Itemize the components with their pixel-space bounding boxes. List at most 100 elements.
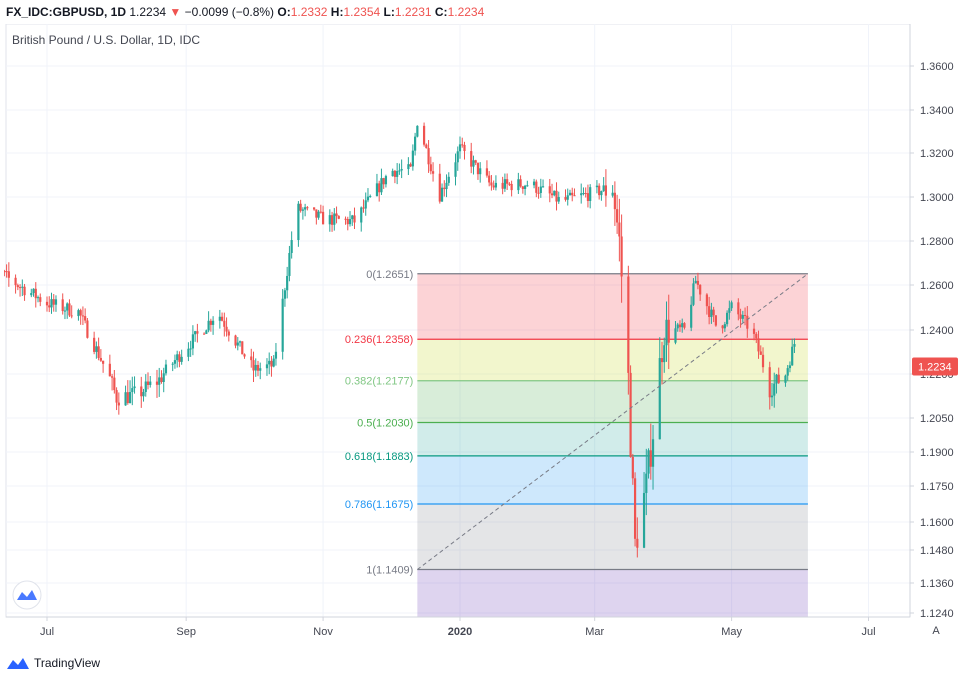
- candle-body: [508, 183, 511, 185]
- candle-body: [256, 364, 260, 371]
- candle-body: [427, 148, 430, 165]
- candle-body: [252, 360, 255, 371]
- candle-body: [113, 377, 116, 391]
- price-tick-label: 1.2400: [920, 325, 954, 337]
- candle-body: [162, 373, 165, 382]
- candle-body: [283, 290, 287, 299]
- candle-body: [144, 381, 147, 393]
- candle-body: [313, 207, 316, 210]
- brand-footer[interactable]: TradingView: [6, 654, 100, 672]
- price-axis[interactable]: 1.3600 1.3400 1.3200 1.3000 1.2800 1.2600 1.24…: [909, 24, 954, 620]
- candle-body: [681, 323, 684, 328]
- candle-body: [683, 323, 686, 328]
- symbol-name[interactable]: FX_IDC:GBPUSD, 1D: [6, 5, 127, 19]
- auto-scale-button[interactable]: A: [932, 625, 940, 637]
- candle-body: [586, 193, 590, 201]
- price-tick-label: 1.3000: [920, 192, 954, 204]
- candle-body: [79, 310, 82, 316]
- candle-body: [553, 190, 556, 196]
- candle-body: [501, 182, 504, 189]
- candle-body: [353, 215, 356, 223]
- plot-area: [5, 24, 911, 618]
- fib-zone: [417, 504, 808, 570]
- candle-body: [488, 175, 491, 183]
- candle-body: [407, 164, 410, 170]
- candle-body: [178, 354, 181, 362]
- tradingview-chart-logo[interactable]: [12, 580, 42, 610]
- time-tick-label: Nov: [313, 626, 333, 638]
- candle-body: [299, 203, 302, 211]
- candle-body: [16, 285, 19, 288]
- candle-body: [582, 193, 585, 195]
- price-tick-label: 1.2800: [920, 236, 954, 248]
- candle-body: [290, 240, 293, 253]
- candle-body: [158, 377, 161, 385]
- low-label: L:: [383, 5, 395, 19]
- candle-body: [726, 312, 729, 325]
- time-axis[interactable]: Jul Sep Nov 2020 Mar May Jul: [6, 616, 910, 638]
- candle-body: [613, 192, 616, 210]
- candle-body: [207, 320, 210, 331]
- candle-body: [384, 176, 388, 185]
- candle-body: [32, 288, 35, 294]
- last-price-marker: 1.2234: [912, 357, 958, 376]
- candle-body: [573, 195, 576, 197]
- fib-zone: [417, 273, 808, 340]
- candle-body: [126, 392, 129, 404]
- candle-body: [658, 358, 661, 440]
- candle-body: [364, 200, 367, 209]
- candle-body: [97, 346, 100, 358]
- candle-body: [344, 218, 347, 220]
- symbol-header: FX_IDC:GBPUSD, 1D 1.2234 ▼ −0.0099 (−0.8…: [6, 4, 484, 20]
- candle-body: [124, 392, 127, 406]
- candle-body: [443, 187, 446, 190]
- candle-body: [645, 473, 648, 493]
- candle-body: [708, 306, 711, 317]
- candle-body: [568, 192, 572, 196]
- candle-body: [391, 170, 394, 177]
- tradingview-logo-icon: [7, 658, 29, 669]
- candle-body: [768, 367, 771, 398]
- candle-body: [752, 328, 756, 334]
- time-tick-label: 2020: [448, 626, 472, 638]
- candle-body: [362, 207, 365, 209]
- candle-body: [589, 187, 592, 201]
- candle-body: [23, 286, 26, 296]
- candle-body: [297, 203, 300, 241]
- candle-body: [346, 219, 349, 225]
- candle-body: [21, 286, 24, 288]
- candle-body: [45, 301, 49, 306]
- candle-body: [330, 215, 334, 225]
- candle-body: [571, 192, 574, 196]
- fib-trend-line[interactable]: [417, 273, 809, 570]
- candle-body: [241, 341, 244, 355]
- candle-body: [218, 316, 221, 321]
- candle-body: [429, 164, 432, 172]
- candle-body: [611, 192, 614, 196]
- candle-body: [115, 390, 118, 403]
- candle-body: [793, 343, 796, 347]
- candle-body: [519, 179, 522, 187]
- high-label: H:: [330, 5, 344, 19]
- fib-zone: [417, 569, 808, 617]
- candle-body: [678, 324, 682, 328]
- fibonacci-retracement[interactable]: 0(1.2651) 0.236(1.2358) 0.382(1.2177) 0.5(1…: [345, 269, 808, 617]
- candle-body: [48, 305, 51, 308]
- candle-body: [461, 144, 464, 146]
- fib-level-label: 0.618(1.1883): [345, 451, 414, 463]
- candle-body: [18, 287, 22, 289]
- candle-body: [393, 170, 397, 177]
- fib-zone: [417, 455, 808, 504]
- candle-body: [366, 196, 370, 201]
- candle-body: [510, 183, 513, 191]
- candle-body: [741, 314, 744, 319]
- low-value: 1.2231: [394, 5, 432, 19]
- candle-body: [348, 219, 352, 225]
- candle-body: [633, 478, 637, 539]
- candle-body: [425, 144, 428, 149]
- price-tick-label: 1.1360: [920, 578, 954, 590]
- candle-body: [95, 346, 98, 352]
- price-chart[interactable]: 0(1.2651) 0.236(1.2358) 0.382(1.2177) 0.5(1…: [4, 24, 964, 644]
- candle-body: [409, 164, 412, 167]
- candle-body: [337, 216, 340, 219]
